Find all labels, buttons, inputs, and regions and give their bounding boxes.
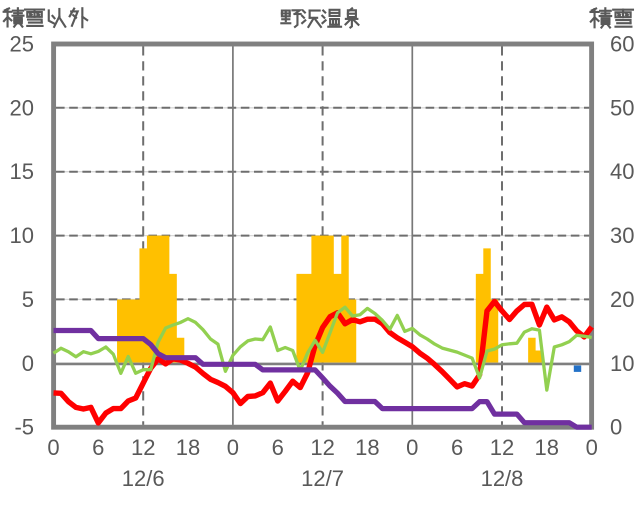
svg-text:30: 30 [610,223,634,248]
svg-text:12/7: 12/7 [301,466,344,491]
svg-text:0: 0 [47,435,59,460]
svg-text:12: 12 [310,435,334,460]
svg-text:20: 20 [10,95,34,120]
svg-text:25: 25 [10,32,34,57]
svg-text:12: 12 [490,435,514,460]
svg-text:0: 0 [610,415,622,440]
svg-text:0: 0 [22,351,34,376]
svg-text:18: 18 [176,435,200,460]
svg-text:15: 15 [10,159,34,184]
svg-text:50: 50 [610,95,634,120]
svg-text:12/6: 12/6 [122,466,165,491]
svg-text:18: 18 [355,435,379,460]
svg-text:6: 6 [451,435,463,460]
svg-text:0: 0 [586,435,598,460]
svg-text:-5: -5 [14,415,34,440]
svg-text:18: 18 [535,435,559,460]
svg-text:40: 40 [610,159,634,184]
svg-text:10: 10 [10,223,34,248]
svg-text:12: 12 [131,435,155,460]
svg-text:0: 0 [227,435,239,460]
svg-text:60: 60 [610,32,634,57]
svg-text:12/8: 12/8 [481,466,524,491]
svg-text:6: 6 [92,435,104,460]
svg-text:20: 20 [610,287,634,312]
svg-text:10: 10 [610,351,634,376]
svg-text:5: 5 [22,287,34,312]
svg-text:6: 6 [272,435,284,460]
svg-text:0: 0 [406,435,418,460]
